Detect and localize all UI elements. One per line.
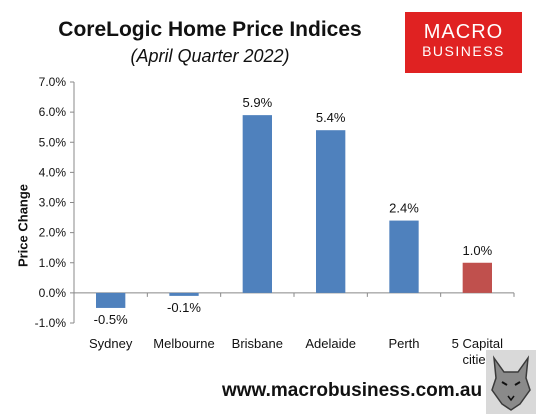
data-label: 1.0% (463, 243, 493, 258)
data-label: 5.9% (243, 95, 273, 110)
x-category-label: Adelaide (305, 336, 356, 351)
y-tick-label: 1.0% (39, 256, 67, 270)
y-tick-label: 3.0% (39, 196, 67, 210)
wolf-logo-icon (486, 350, 536, 414)
data-label: 5.4% (316, 110, 346, 125)
y-tick-label: 7.0% (39, 75, 67, 89)
y-tick-label: 2.0% (39, 226, 67, 240)
bar (316, 130, 346, 293)
x-category-label: 5 Capital cities (452, 336, 503, 367)
x-category-label: Perth (388, 336, 419, 351)
chart-subtitle: (April Quarter 2022) (130, 46, 290, 66)
x-category-label: Melbourne (153, 336, 214, 351)
x-category-label: Sydney (89, 336, 133, 351)
data-label: -0.5% (94, 312, 128, 327)
x-category-label: Brisbane (232, 336, 283, 351)
macrobusiness-logo: MACRO BUSINESS (405, 12, 522, 73)
website-url: www.macrobusiness.com.au (222, 380, 483, 401)
bar (462, 262, 492, 293)
y-tick-label: -1.0% (35, 316, 67, 330)
logo-line-1: MACRO (423, 21, 504, 43)
y-tick-label: 5.0% (39, 135, 67, 149)
chart-title: CoreLogic Home Price Indices (58, 18, 362, 41)
data-label: 2.4% (389, 201, 419, 216)
logo-line-2: BUSINESS (422, 43, 505, 59)
bar (169, 292, 199, 296)
data-label: -0.1% (167, 300, 201, 315)
bar (389, 220, 419, 293)
bar (242, 115, 272, 293)
bar (96, 292, 126, 308)
y-tick-label: 4.0% (39, 165, 67, 179)
y-tick-label: 6.0% (39, 105, 67, 119)
y-tick-label: 0.0% (39, 286, 67, 300)
